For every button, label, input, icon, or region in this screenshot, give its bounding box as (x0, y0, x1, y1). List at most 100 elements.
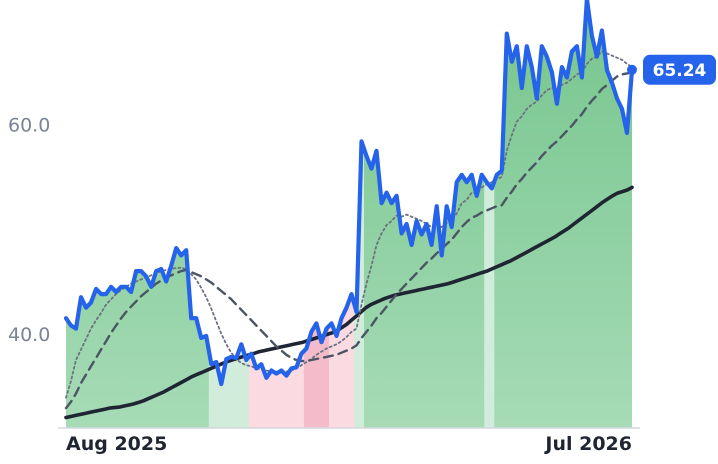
series-lines (63, 0, 635, 420)
area-band (589, 20, 595, 428)
area-band (534, 20, 540, 428)
area-band (519, 20, 525, 428)
area-band (168, 20, 175, 428)
area-band (93, 20, 100, 428)
area-band (263, 20, 270, 428)
area-band (113, 20, 120, 428)
area-band (369, 20, 375, 428)
area-band (539, 20, 545, 428)
area-band (339, 20, 345, 428)
area-band (123, 20, 130, 428)
area-band (624, 20, 631, 428)
area-band (359, 20, 365, 428)
area-band (549, 20, 555, 428)
area-band (509, 20, 515, 428)
area-band (193, 20, 200, 428)
area-band (544, 20, 550, 428)
area-band (349, 20, 355, 428)
area-band (153, 20, 160, 428)
area-band (379, 20, 385, 428)
area-band (183, 20, 190, 428)
last-value-label: 65.24 (653, 61, 707, 81)
area-band (459, 20, 465, 428)
area-band (163, 20, 170, 428)
x-tick-labels: Aug 2025 Jul 2026 (66, 433, 632, 455)
y-tick-label: 40.0 (8, 324, 50, 346)
area-band (554, 20, 560, 428)
area-band (268, 20, 275, 428)
area-band (83, 20, 90, 428)
area-band (524, 20, 530, 428)
area-band (78, 20, 85, 428)
area-band (143, 20, 150, 428)
area-band (173, 20, 180, 428)
area-band (308, 20, 315, 428)
area-band (118, 20, 125, 428)
area-band (604, 20, 611, 428)
area-band (329, 20, 335, 428)
area-band (394, 20, 400, 428)
area-band (303, 20, 310, 428)
area-band (464, 20, 470, 428)
area-band (198, 20, 205, 428)
area-band (594, 20, 600, 428)
area-band (489, 20, 495, 428)
series-line-solid-thick (63, 0, 635, 387)
y-tick-label: 60.0 (8, 115, 50, 137)
area-band (128, 20, 135, 428)
area-band (499, 20, 505, 428)
area-band (313, 20, 320, 428)
area-band (529, 20, 535, 428)
area-band (133, 20, 140, 428)
area-band (364, 20, 370, 428)
area-band (599, 20, 605, 428)
area-band (629, 20, 632, 428)
x-tick-label: Jul 2026 (543, 433, 632, 455)
series-line-solid-long (64, 185, 634, 420)
area-fill-layer (66, 20, 632, 428)
area-band (614, 20, 621, 428)
area-band (559, 20, 565, 428)
area-band (334, 20, 340, 428)
area-band (138, 20, 145, 428)
area-band (203, 20, 210, 428)
area-band (619, 20, 626, 428)
area-band (344, 20, 350, 428)
area-band (454, 20, 460, 428)
area-band (564, 20, 570, 428)
area-band (238, 20, 245, 428)
area-band (474, 20, 480, 428)
area-band (609, 20, 616, 428)
area-band (178, 20, 185, 428)
area-band (484, 20, 490, 428)
area-band (68, 20, 75, 428)
area-band (389, 20, 395, 428)
x-tick-label: Aug 2025 (66, 433, 167, 455)
last-value-dot (627, 64, 637, 75)
area-band (243, 20, 250, 428)
y-tick-labels: 40.0 60.0 (8, 115, 50, 346)
area-band (574, 20, 580, 428)
area-band (479, 20, 485, 428)
area-band (233, 20, 240, 428)
area-band (283, 20, 290, 428)
area-band (158, 20, 165, 428)
area-band (318, 20, 325, 428)
area-band (514, 20, 520, 428)
area-band (494, 20, 500, 428)
area-band (103, 20, 110, 428)
area-band (148, 20, 155, 428)
last-value-marker: 65.24 (627, 54, 716, 85)
area-band (108, 20, 115, 428)
area-band (298, 20, 305, 428)
area-band (324, 20, 330, 428)
area-band (278, 20, 285, 428)
area-band (504, 20, 510, 428)
area-band (374, 20, 380, 428)
area-band (273, 20, 280, 428)
area-band (228, 20, 235, 428)
area-band (98, 20, 105, 428)
area-band (579, 20, 585, 428)
series-line-dashed (64, 71, 634, 410)
